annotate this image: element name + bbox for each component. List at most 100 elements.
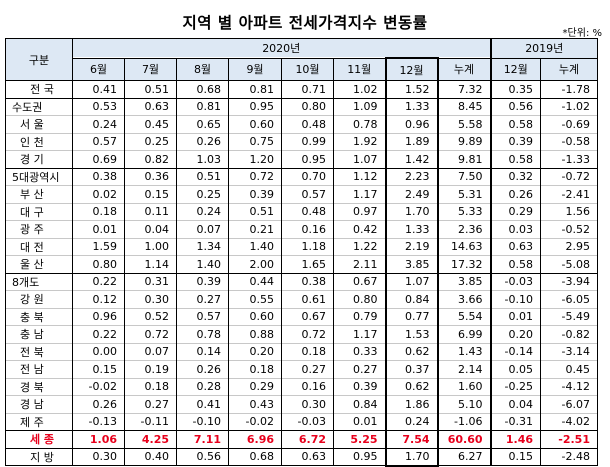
table-cell: 0.27 xyxy=(176,290,229,308)
table-row: 대 전 1.59 1.00 1.34 1.40 1.18 1.22 2.19 14.63 0.63… xyxy=(5,237,598,256)
table-cell: 0.82 xyxy=(124,150,177,168)
table-cell: 6.99 xyxy=(437,325,491,343)
table-cell: 9.89 xyxy=(437,132,491,151)
table-cell: 0.39 xyxy=(489,132,541,151)
table-cell: -0.72 xyxy=(540,167,598,186)
table-row: 경 남 0.26 0.27 0.41 0.43 0.30 0.84 1.86 5.10 0.04-… xyxy=(5,395,598,413)
table-cell: 3.85 xyxy=(437,272,491,291)
row-label: 전 국 xyxy=(5,80,73,98)
table-cell: 0.81 xyxy=(176,97,229,116)
table-cell: -4.12 xyxy=(540,377,598,396)
table-cell: 0.26 xyxy=(176,360,229,378)
table-cell: 0.14 xyxy=(176,342,229,361)
table-cell: 0.95 xyxy=(228,97,282,116)
row-label: 경 북 xyxy=(5,377,73,396)
table-cell: 0.45 xyxy=(540,360,598,378)
table-cell: -1.02 xyxy=(540,97,598,116)
table-cell: 0.01 xyxy=(72,220,125,238)
table-cell: 0.44 xyxy=(228,272,282,291)
table-cell: 0.15 xyxy=(489,447,541,466)
table-cell: 0.48 xyxy=(281,202,334,221)
table-cell: 0.63 xyxy=(489,237,541,256)
table-cell: -6.07 xyxy=(540,395,598,413)
table-cell: 0.77 xyxy=(384,307,439,326)
table-cell: 1.00 xyxy=(124,237,177,256)
table-row: 전 북 0.00 0.07 0.14 0.20 0.18 0.33 0.62 1.43 -0.14… xyxy=(5,342,598,361)
table-row: 수도권 0.53 0.63 0.81 0.95 0.80 1.09 1.33 8.45 0.56-… xyxy=(5,97,598,116)
table-cell: 17.32 xyxy=(437,255,491,273)
table-row: 세 종 1.06 4.25 7.11 6.96 6.72 5.25 7.54 60.60 1.46… xyxy=(5,430,598,448)
table-cell: -2.48 xyxy=(540,447,598,466)
table-cell: 0.65 xyxy=(176,115,229,133)
table-cell: 1.02 xyxy=(333,80,386,98)
table-cell: 0.84 xyxy=(384,290,439,308)
data-table: 구분 2020년 2019년 6월 7월 8월 9월 10월 11월 12월 누계 12월 누계 … xyxy=(5,38,598,467)
table-cell: -6.05 xyxy=(540,290,598,308)
table-cell: 0.61 xyxy=(281,290,334,308)
row-label: 수도권 xyxy=(5,97,73,116)
table-cell: 1.17 xyxy=(333,325,386,343)
unit-note: *단위: % xyxy=(562,28,602,39)
table-row: 5대광역시 0.38 0.36 0.51 0.72 0.70 1.12 2.23 7.50 0.3… xyxy=(5,167,598,186)
table-cell: -0.10 xyxy=(176,412,229,431)
table-cell: 1.70 xyxy=(384,202,439,221)
table-cell: 3.66 xyxy=(437,290,491,308)
table-cell: -5.08 xyxy=(540,255,598,273)
table-cell: 2.14 xyxy=(437,360,491,378)
header-month: 8월 xyxy=(176,57,229,81)
table-cell: 0.31 xyxy=(124,272,177,291)
table-cell: 4.25 xyxy=(124,430,177,448)
table-row: 부 산 0.02 0.15 0.25 0.39 0.57 1.17 2.49 5.31 0.26-… xyxy=(5,185,598,203)
table-cell: 0.56 xyxy=(489,97,541,116)
table-cell: 0.20 xyxy=(228,342,282,361)
table-cell: 0.18 xyxy=(228,360,282,378)
row-label: 지 방 xyxy=(5,447,73,466)
table-cell: -2.41 xyxy=(540,185,598,203)
table-row: 광 주 0.01 0.04 0.07 0.21 0.16 0.42 1.33 2.36 0.03-… xyxy=(5,220,598,238)
table-cell: 0.36 xyxy=(124,167,177,186)
table-cell: 0.22 xyxy=(72,325,125,343)
table-cell: 0.18 xyxy=(281,342,334,361)
table-cell: 0.07 xyxy=(176,220,229,238)
table-cell: -1.06 xyxy=(437,412,491,431)
table-cell: 0.67 xyxy=(333,272,386,291)
table-cell: -4.02 xyxy=(540,412,598,431)
table-cell: 7.32 xyxy=(437,80,491,98)
table-cell: 6.96 xyxy=(228,430,282,448)
row-label: 8개도 xyxy=(5,272,73,291)
table-cell: 0.58 xyxy=(489,150,541,168)
table-cell: 0.35 xyxy=(489,80,541,98)
header-month: 누계 xyxy=(437,57,491,81)
table-cell: 0.15 xyxy=(124,185,177,203)
table-cell: 0.11 xyxy=(124,202,177,221)
table-cell: 0.51 xyxy=(228,202,282,221)
row-label: 서 울 xyxy=(5,115,73,133)
table-cell: 0.16 xyxy=(281,220,334,238)
row-label: 강 원 xyxy=(5,290,73,308)
table-cell: 1.53 xyxy=(384,325,439,343)
table-cell: 0.41 xyxy=(176,395,229,413)
table-cell: 1.22 xyxy=(333,237,386,256)
table-cell: -0.03 xyxy=(489,272,541,291)
table-cell: 1.33 xyxy=(384,97,439,116)
table-row: 서 울 0.24 0.45 0.65 0.60 0.48 0.78 0.96 5.58 0.58-… xyxy=(5,115,598,133)
table-cell: 0.62 xyxy=(384,342,439,361)
table-cell: 0.30 xyxy=(281,395,334,413)
table-row: 충 남 0.22 0.72 0.78 0.88 0.72 1.17 1.53 6.99 0.20-… xyxy=(5,325,598,343)
table-cell: 0.96 xyxy=(384,115,439,133)
table-cell: 0.56 xyxy=(176,447,229,466)
table-cell: 0.72 xyxy=(281,325,334,343)
table-cell: 5.58 xyxy=(437,115,491,133)
header-year-2019: 2019년 xyxy=(489,38,598,59)
table-cell: 0.18 xyxy=(124,377,177,396)
table-row: 지 방 0.30 0.40 0.56 0.68 0.63 0.95 1.70 6.27 0.15-… xyxy=(5,447,598,467)
header-month: 12월 xyxy=(384,57,439,81)
table-cell: 0.63 xyxy=(281,447,334,466)
table-cell: 1.12 xyxy=(333,167,386,186)
table-cell: 0.16 xyxy=(281,377,334,396)
table-cell: 0.27 xyxy=(281,360,334,378)
row-label: 대 구 xyxy=(5,202,73,221)
table-cell: 5.25 xyxy=(333,430,386,448)
table-cell: 0.48 xyxy=(281,115,334,133)
table-cell: 1.65 xyxy=(281,255,334,273)
